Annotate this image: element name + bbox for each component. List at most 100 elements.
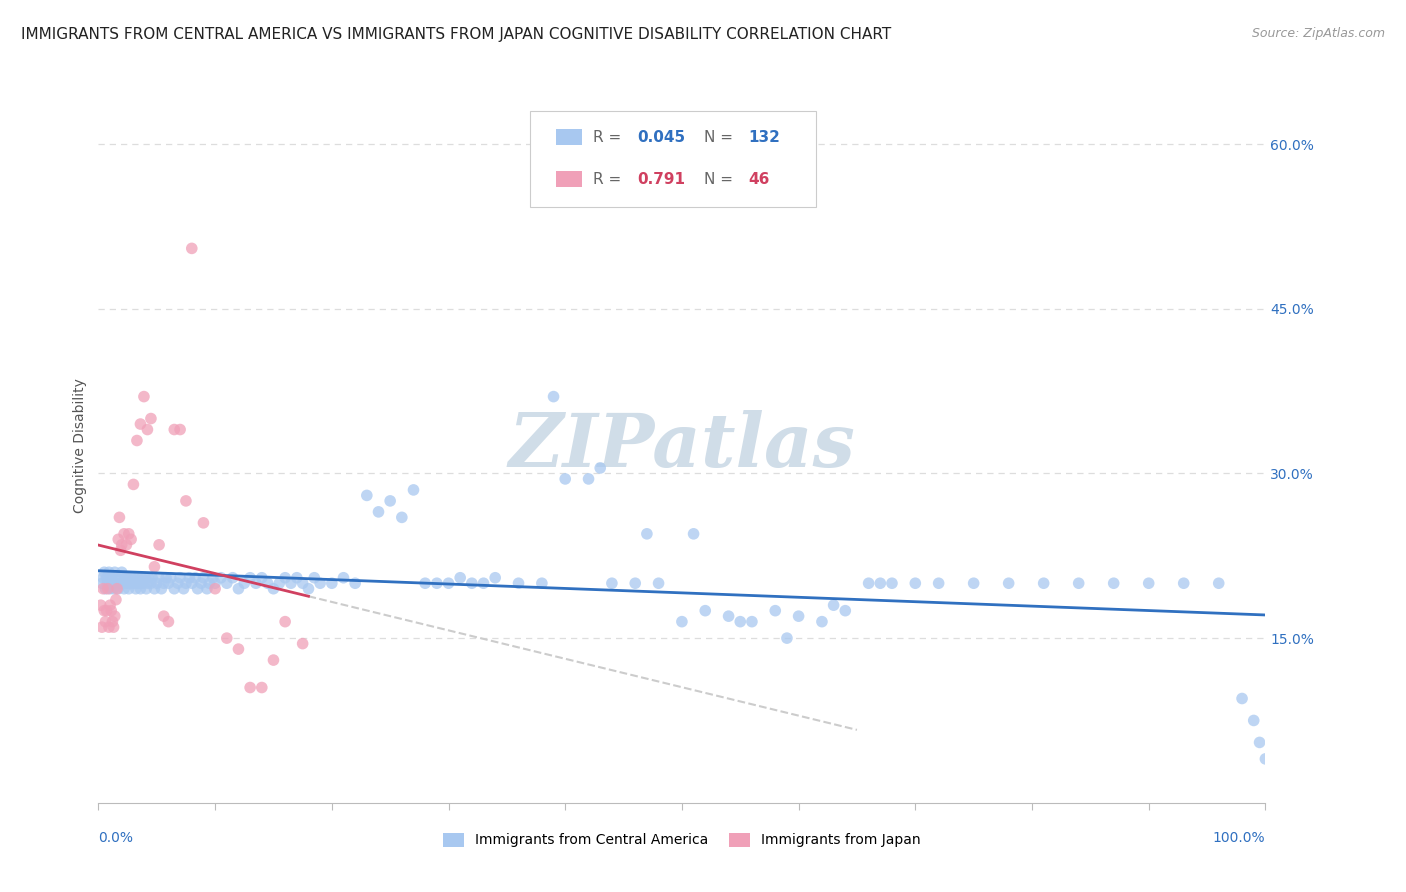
Point xyxy=(111,538,134,552)
Text: 132: 132 xyxy=(748,129,780,145)
Point xyxy=(122,477,145,491)
Point xyxy=(187,582,209,596)
Point xyxy=(274,615,297,629)
Point xyxy=(600,576,623,591)
Point xyxy=(834,604,856,618)
Point xyxy=(209,571,232,585)
Point xyxy=(101,576,124,591)
Point xyxy=(163,423,186,437)
Point xyxy=(143,582,166,596)
Point xyxy=(717,609,740,624)
Point xyxy=(179,571,201,585)
Point xyxy=(90,598,112,612)
Point xyxy=(233,576,256,591)
Point xyxy=(204,582,226,596)
Point xyxy=(1102,576,1125,591)
Point xyxy=(250,571,273,585)
Point xyxy=(554,472,576,486)
Point xyxy=(647,576,669,591)
Point xyxy=(132,576,155,591)
Point xyxy=(245,576,267,591)
Point xyxy=(1249,735,1271,749)
Point xyxy=(413,576,436,591)
Point xyxy=(472,576,495,591)
Point xyxy=(250,681,273,695)
Point xyxy=(134,571,156,585)
Point xyxy=(118,582,141,596)
Point xyxy=(136,423,159,437)
Point xyxy=(391,510,413,524)
Text: R =: R = xyxy=(593,129,621,145)
Point xyxy=(962,576,984,591)
Point xyxy=(285,571,308,585)
Text: IMMIGRANTS FROM CENTRAL AMERICA VS IMMIGRANTS FROM JAPAN COGNITIVE DISABILITY CO: IMMIGRANTS FROM CENTRAL AMERICA VS IMMIG… xyxy=(21,27,891,42)
Point xyxy=(730,615,752,629)
Point xyxy=(98,582,121,596)
Point xyxy=(125,434,148,448)
Point xyxy=(1243,714,1265,728)
Point xyxy=(1137,576,1160,591)
Point xyxy=(169,423,191,437)
Point xyxy=(129,582,152,596)
Point xyxy=(869,576,891,591)
Point xyxy=(127,571,149,585)
Point xyxy=(117,571,139,585)
Point xyxy=(115,576,138,591)
Point xyxy=(107,582,129,596)
Point xyxy=(997,576,1019,591)
Point xyxy=(215,576,238,591)
Point xyxy=(91,571,114,585)
Point xyxy=(155,571,177,585)
FancyBboxPatch shape xyxy=(555,171,582,187)
Point xyxy=(159,571,181,585)
Point xyxy=(174,576,197,591)
Point xyxy=(823,598,845,612)
Point xyxy=(94,582,117,596)
Point xyxy=(274,571,297,585)
Point xyxy=(122,576,145,591)
Point xyxy=(152,609,174,624)
Point xyxy=(114,571,136,585)
Point xyxy=(904,576,927,591)
Point xyxy=(91,582,114,596)
Point xyxy=(193,516,215,530)
Point xyxy=(291,576,314,591)
FancyBboxPatch shape xyxy=(555,129,582,145)
Point xyxy=(928,576,950,591)
Point xyxy=(138,571,160,585)
Point xyxy=(367,505,389,519)
Point xyxy=(136,576,159,591)
Point xyxy=(150,582,173,596)
Point xyxy=(139,576,162,591)
Point xyxy=(269,576,291,591)
Point xyxy=(636,526,658,541)
Point xyxy=(309,576,332,591)
Point xyxy=(578,472,600,486)
Point xyxy=(105,582,128,596)
Point xyxy=(508,576,530,591)
Point xyxy=(104,592,127,607)
Point xyxy=(880,576,903,591)
Point xyxy=(103,582,125,596)
Text: 46: 46 xyxy=(748,171,770,186)
Point xyxy=(157,576,180,591)
Point xyxy=(543,390,565,404)
Point xyxy=(93,604,115,618)
Point xyxy=(97,582,120,596)
Point xyxy=(291,637,314,651)
Point xyxy=(105,571,128,585)
Point xyxy=(104,609,127,624)
Point xyxy=(152,576,174,591)
Point xyxy=(110,543,132,558)
Point xyxy=(484,571,506,585)
Point xyxy=(100,604,122,618)
Point xyxy=(221,571,243,585)
Point xyxy=(1173,576,1195,591)
Point xyxy=(858,576,880,591)
Text: 0.045: 0.045 xyxy=(637,129,686,145)
Point xyxy=(139,411,162,425)
Point xyxy=(589,461,612,475)
Point xyxy=(143,559,166,574)
Point xyxy=(198,576,221,591)
Point xyxy=(166,576,188,591)
